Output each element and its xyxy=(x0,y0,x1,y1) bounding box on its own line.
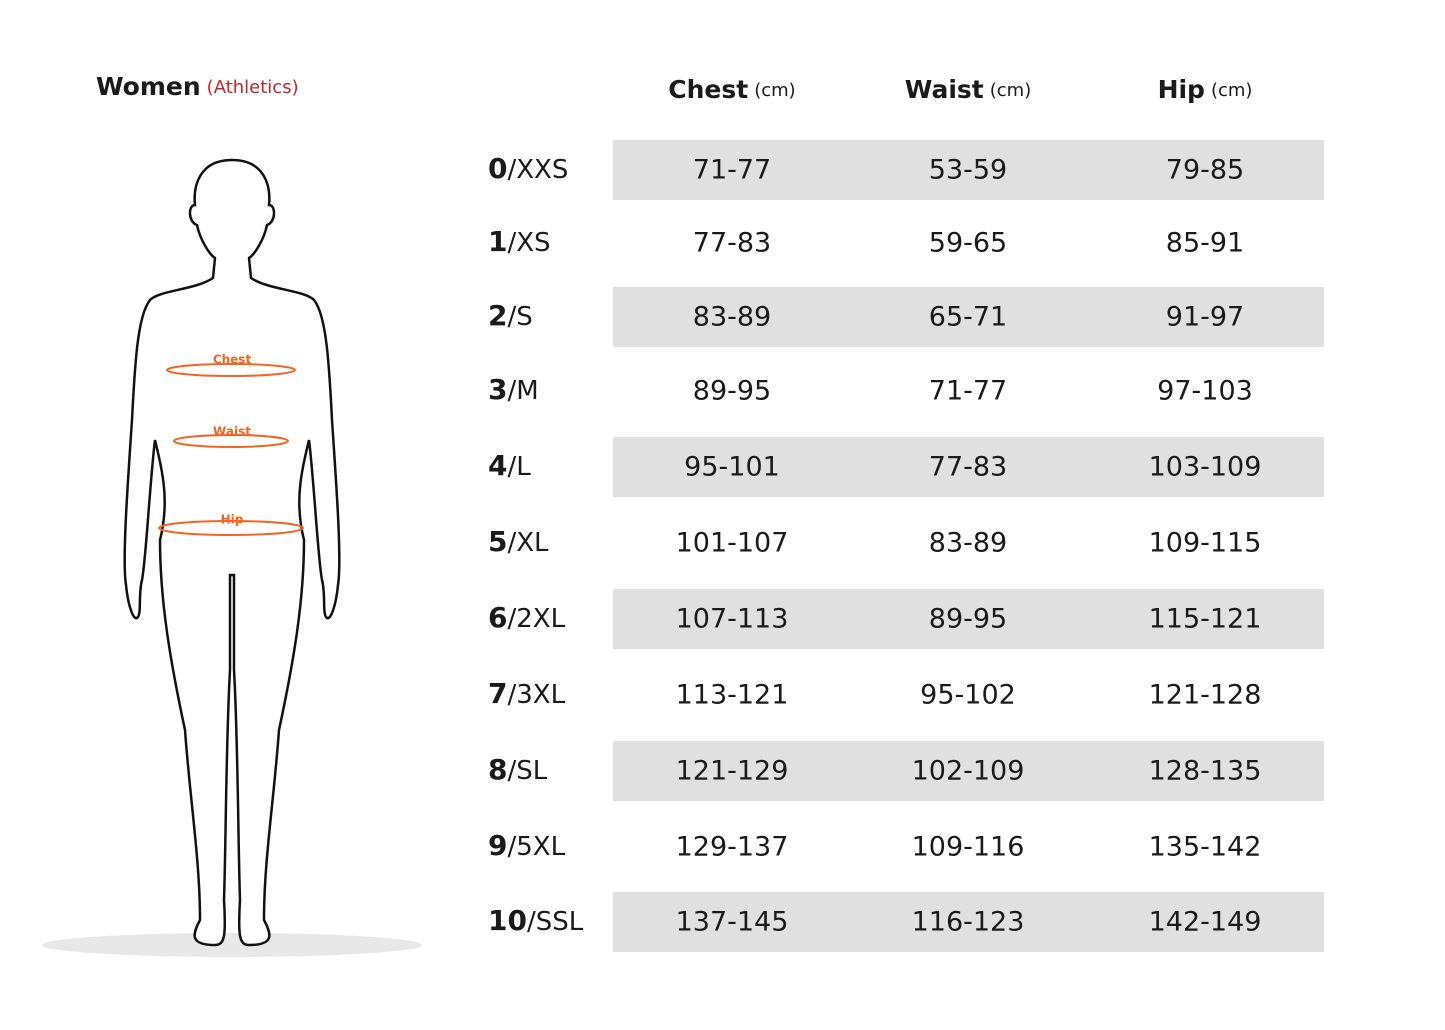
row-band xyxy=(613,140,1324,200)
subtitle: (Athletics) xyxy=(207,77,299,98)
size-number: 9 xyxy=(488,829,507,862)
row-band xyxy=(613,437,1324,497)
cell: 89-95 xyxy=(929,604,1007,635)
row-label: 3/M xyxy=(488,373,539,406)
waist-line xyxy=(173,434,289,448)
size-number: 8 xyxy=(488,753,507,786)
cell: 135-142 xyxy=(1149,832,1262,863)
cell: 83-89 xyxy=(929,528,1007,559)
silhouette xyxy=(123,158,341,947)
cell: 65-71 xyxy=(929,302,1007,333)
size-number: 5 xyxy=(488,525,507,558)
row-label: 2/S xyxy=(488,299,533,332)
size-name: /L xyxy=(507,452,531,482)
cell: 103-109 xyxy=(1149,452,1262,483)
size-name: /2XL xyxy=(507,604,565,634)
column-unit: (cm) xyxy=(990,80,1031,101)
column-unit: (cm) xyxy=(754,80,795,101)
row-label: 8/SL xyxy=(488,753,548,786)
size-name: /S xyxy=(507,302,532,332)
cell: 102-109 xyxy=(912,756,1025,787)
chest-line xyxy=(166,363,296,377)
column-header: Chest (cm) xyxy=(668,75,795,104)
hip-line xyxy=(158,520,304,536)
page-title: Women (Athletics) xyxy=(96,72,299,101)
size-number: 3 xyxy=(488,373,507,406)
size-number: 7 xyxy=(488,677,507,710)
cell: 142-149 xyxy=(1149,907,1262,938)
row-label: 7/3XL xyxy=(488,677,566,710)
size-table: Chest (cm) Waist (cm) Hip (cm) 0/XXS 71-77 53-59… xyxy=(488,75,1324,952)
column-name: Chest xyxy=(668,75,748,104)
size-name: /XL xyxy=(507,528,549,558)
cell: 109-116 xyxy=(912,832,1025,863)
row-label: 10/SSL xyxy=(488,904,584,937)
cell: 128-135 xyxy=(1149,756,1262,787)
cell: 79-85 xyxy=(1166,155,1244,186)
shadow xyxy=(42,933,422,957)
size-number: 4 xyxy=(488,449,507,482)
row-band xyxy=(613,741,1324,801)
cell: 83-89 xyxy=(693,302,771,333)
size-name: /XS xyxy=(507,228,550,258)
figure-label: Chest xyxy=(213,353,252,367)
size-name: /SL xyxy=(507,756,547,786)
cell: 113-121 xyxy=(676,680,789,711)
size-name: /3XL xyxy=(507,680,565,710)
cell: 121-128 xyxy=(1149,680,1262,711)
cell: 59-65 xyxy=(929,228,1007,259)
size-name: /SSL xyxy=(527,907,584,937)
cell: 121-129 xyxy=(676,756,789,787)
size-name: /XXS xyxy=(507,155,568,185)
figure-label: Waist xyxy=(213,425,251,439)
column-unit: (cm) xyxy=(1211,80,1252,101)
cell: 89-95 xyxy=(693,376,771,407)
cell: 101-107 xyxy=(676,528,789,559)
figure-label: Hip xyxy=(221,513,244,527)
cell: 91-97 xyxy=(1166,302,1244,333)
row-band xyxy=(613,892,1324,952)
row-label: 0/XXS xyxy=(488,152,568,185)
cell: 95-102 xyxy=(920,680,1016,711)
row-label: 4/L xyxy=(488,449,531,482)
column-header: Hip (cm) xyxy=(1158,75,1253,104)
cell: 53-59 xyxy=(929,155,1007,186)
size-number: 6 xyxy=(488,601,507,634)
size-name: /M xyxy=(507,376,538,406)
cell: 77-83 xyxy=(929,452,1007,483)
cell: 137-145 xyxy=(676,907,789,938)
cell: 115-121 xyxy=(1149,604,1262,635)
row-label: 5/XL xyxy=(488,525,549,558)
size-number: 10 xyxy=(488,904,527,937)
size-number: 0 xyxy=(488,152,507,185)
row-label: 9/5XL xyxy=(488,829,566,862)
title: Women xyxy=(96,72,201,101)
cell: 129-137 xyxy=(676,832,789,863)
cell: 71-77 xyxy=(693,155,771,186)
size-number: 1 xyxy=(488,225,507,258)
size-number: 2 xyxy=(488,299,507,332)
cell: 109-115 xyxy=(1149,528,1262,559)
column-header: Waist (cm) xyxy=(905,75,1031,104)
body-figure: Chest Waist Hip xyxy=(42,158,422,957)
row-band xyxy=(613,589,1324,649)
cell: 85-91 xyxy=(1166,228,1244,259)
cell: 95-101 xyxy=(684,452,780,483)
cell: 77-83 xyxy=(693,228,771,259)
row-label: 6/2XL xyxy=(488,601,566,634)
cell: 116-123 xyxy=(912,907,1025,938)
row-label: 1/XS xyxy=(488,225,551,258)
cell: 97-103 xyxy=(1157,376,1253,407)
size-name: /5XL xyxy=(507,832,565,862)
column-name: Hip xyxy=(1158,75,1205,104)
cell: 71-77 xyxy=(929,376,1007,407)
cell: 107-113 xyxy=(676,604,789,635)
column-name: Waist xyxy=(905,75,984,104)
row-band xyxy=(613,287,1324,347)
